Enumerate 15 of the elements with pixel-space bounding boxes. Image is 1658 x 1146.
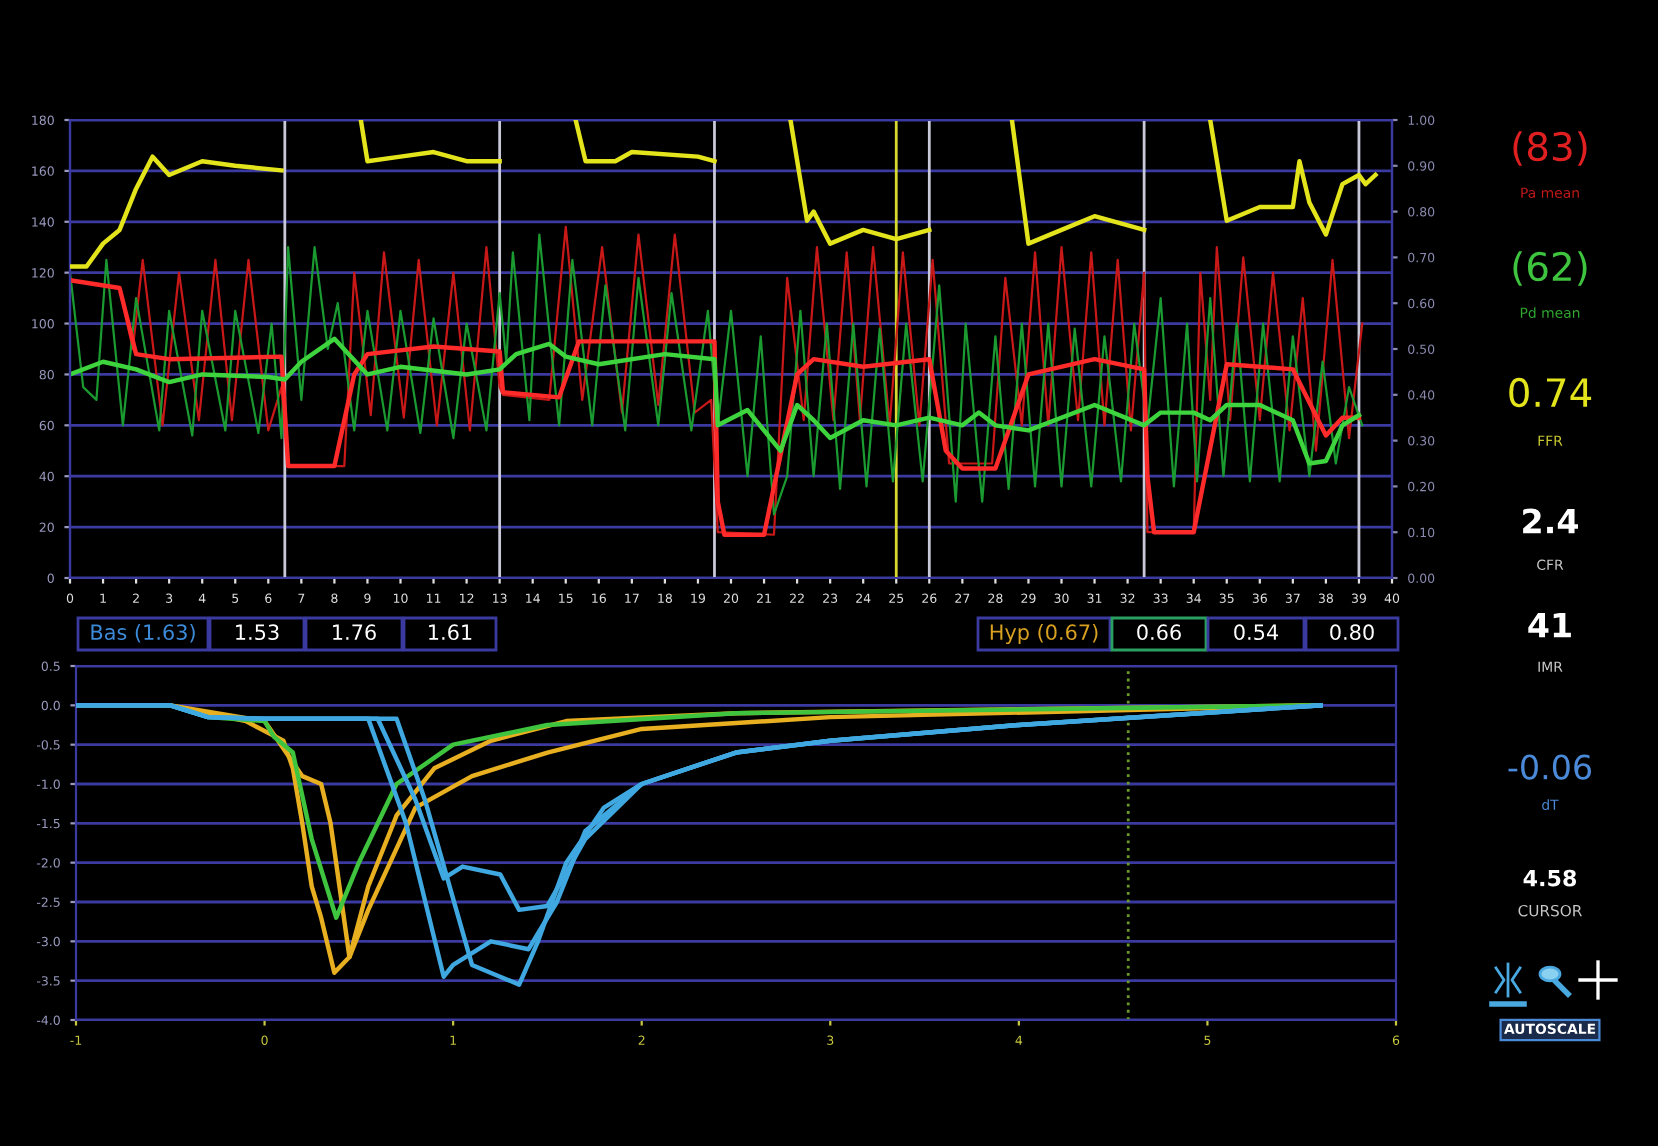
text: 0.66 (1137, 624, 1181, 641)
text: -0.06 (1508, 754, 1592, 780)
text: Hyp (0.67) (990, 623, 1098, 645)
text: Bas (1.63) (91, 623, 195, 643)
text: 1.53 (236, 624, 279, 641)
text: 41 (1528, 612, 1571, 638)
text: 0.80 (1330, 624, 1374, 641)
text: 0.54 (1234, 624, 1279, 641)
text: 4.58 (1523, 869, 1577, 887)
text: 1.61 (429, 624, 472, 641)
text: 2.4 (1523, 508, 1578, 534)
text: 1.76 (333, 624, 376, 641)
text: (62) (1513, 251, 1587, 286)
text: 0.74 (1509, 377, 1592, 408)
text: (83) (1513, 131, 1587, 166)
